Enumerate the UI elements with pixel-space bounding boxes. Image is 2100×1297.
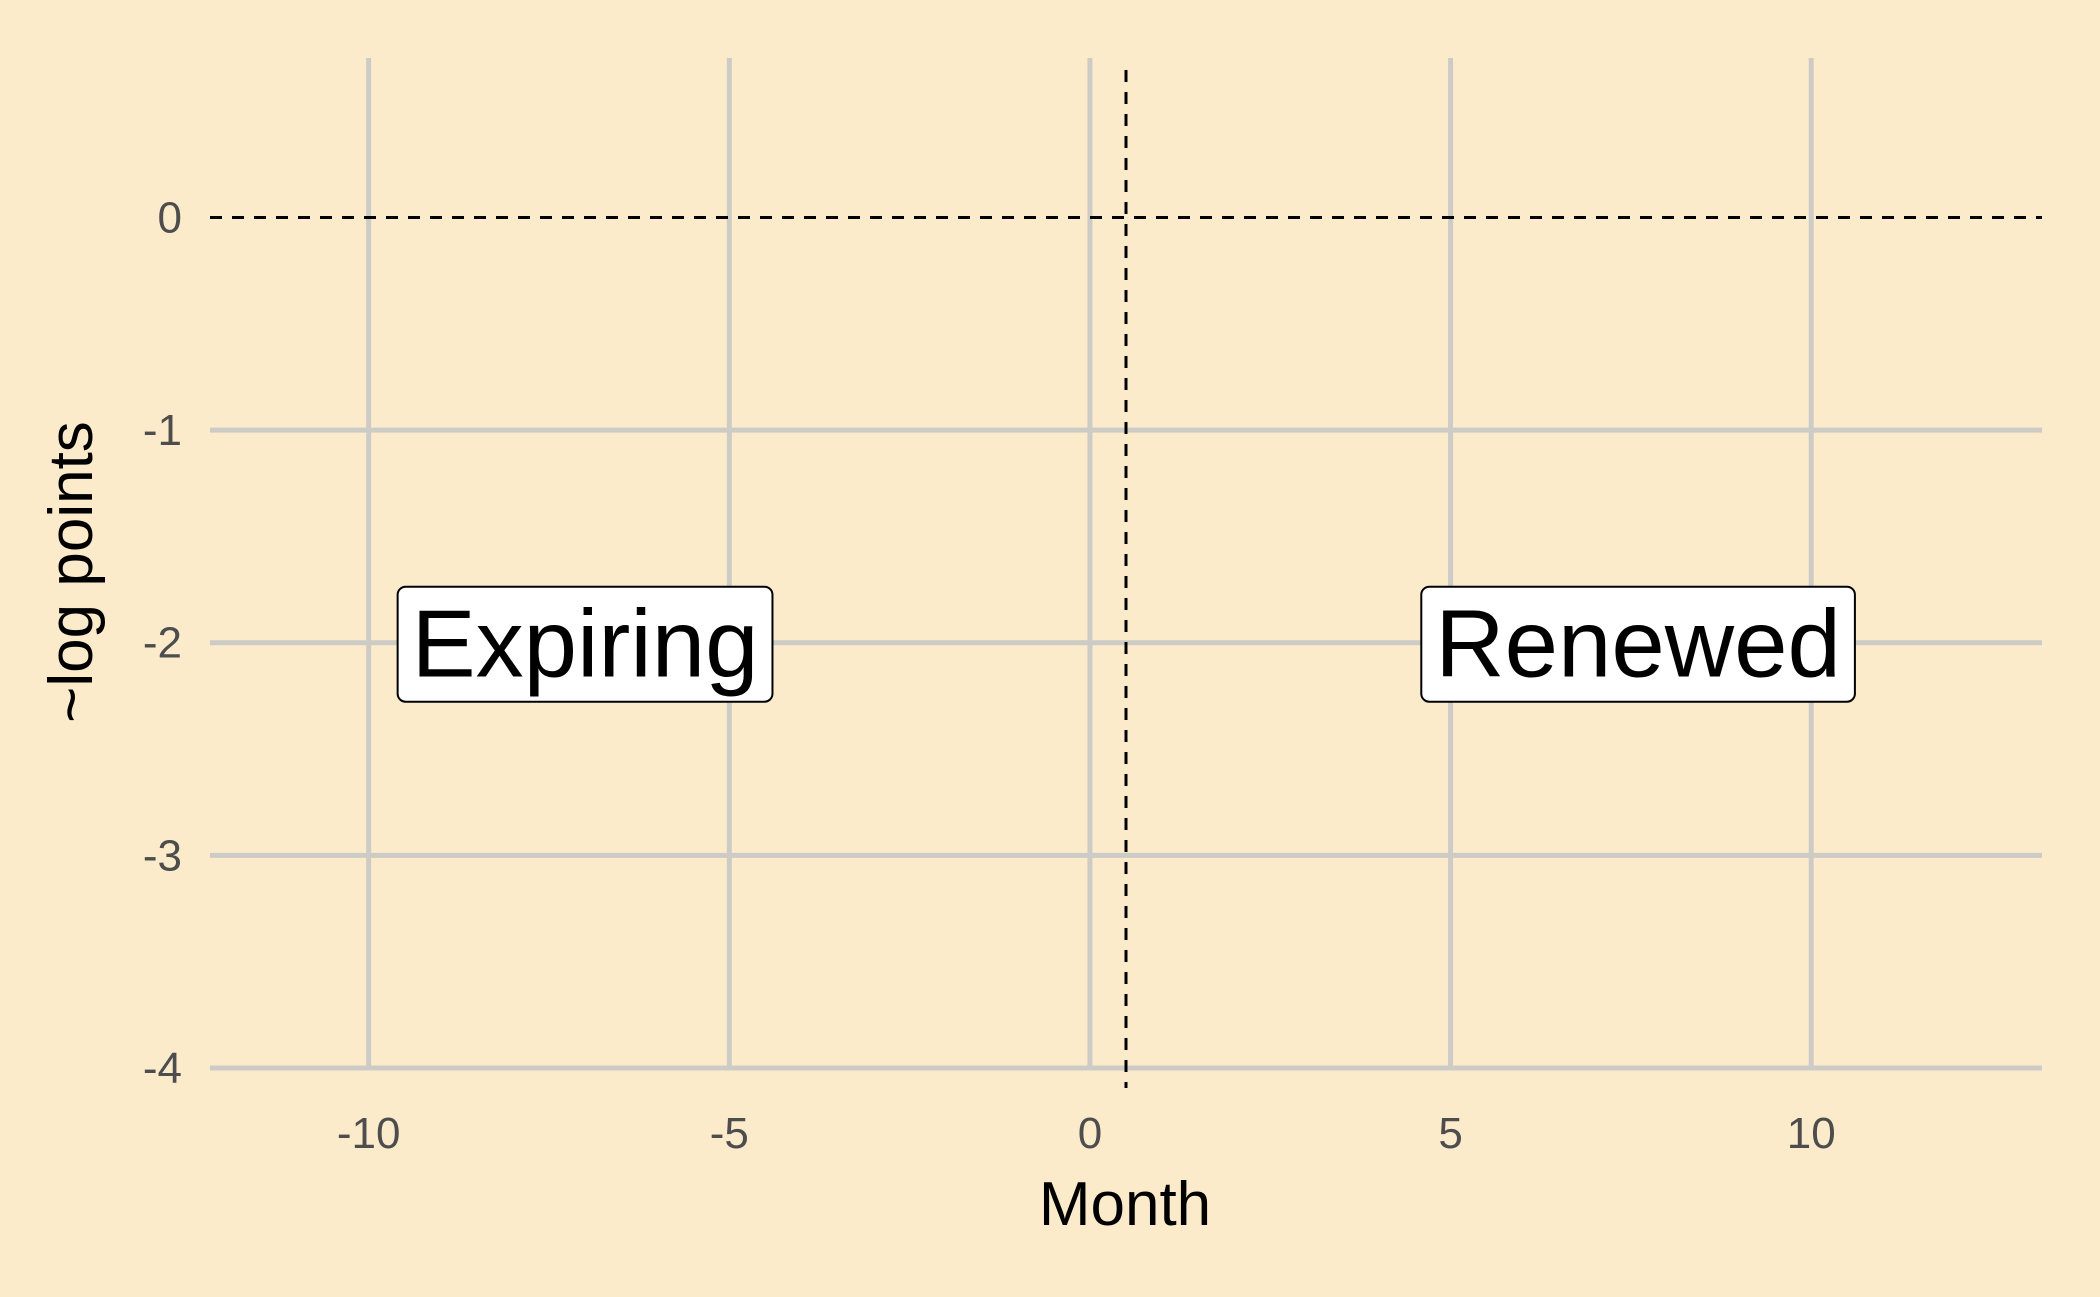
x-tick-label: 5 — [1438, 1109, 1462, 1158]
annotation-renewed: Renewed — [1420, 585, 1856, 703]
annotation-box — [396, 585, 774, 703]
y-tick-label: -1 — [143, 406, 182, 455]
x-tick-label: 0 — [1078, 1109, 1102, 1158]
y-axis-title: ~log points — [37, 421, 106, 723]
y-tick-label: -3 — [143, 831, 182, 880]
y-tick-label: -2 — [143, 619, 182, 668]
x-tick-label: -10 — [337, 1109, 401, 1158]
annotation-expiring: Expiring — [396, 585, 774, 703]
annotation-label: Expiring — [412, 591, 759, 698]
reference-lines — [210, 70, 2042, 1088]
x-tick-label: -5 — [710, 1109, 749, 1158]
y-tick-label: 0 — [158, 193, 182, 242]
tick-labels: -10 -5 0 5 10 0 -1 -2 -3 -4 — [143, 193, 1836, 1158]
annotations: Expiring Renewed — [396, 585, 1856, 703]
x-tick-label: 10 — [1787, 1109, 1836, 1158]
annotation-label: Renewed — [1435, 591, 1841, 698]
annotation-box — [1420, 585, 1856, 703]
y-tick-label: -4 — [143, 1044, 182, 1093]
x-axis-title: Month — [1039, 1170, 1211, 1239]
